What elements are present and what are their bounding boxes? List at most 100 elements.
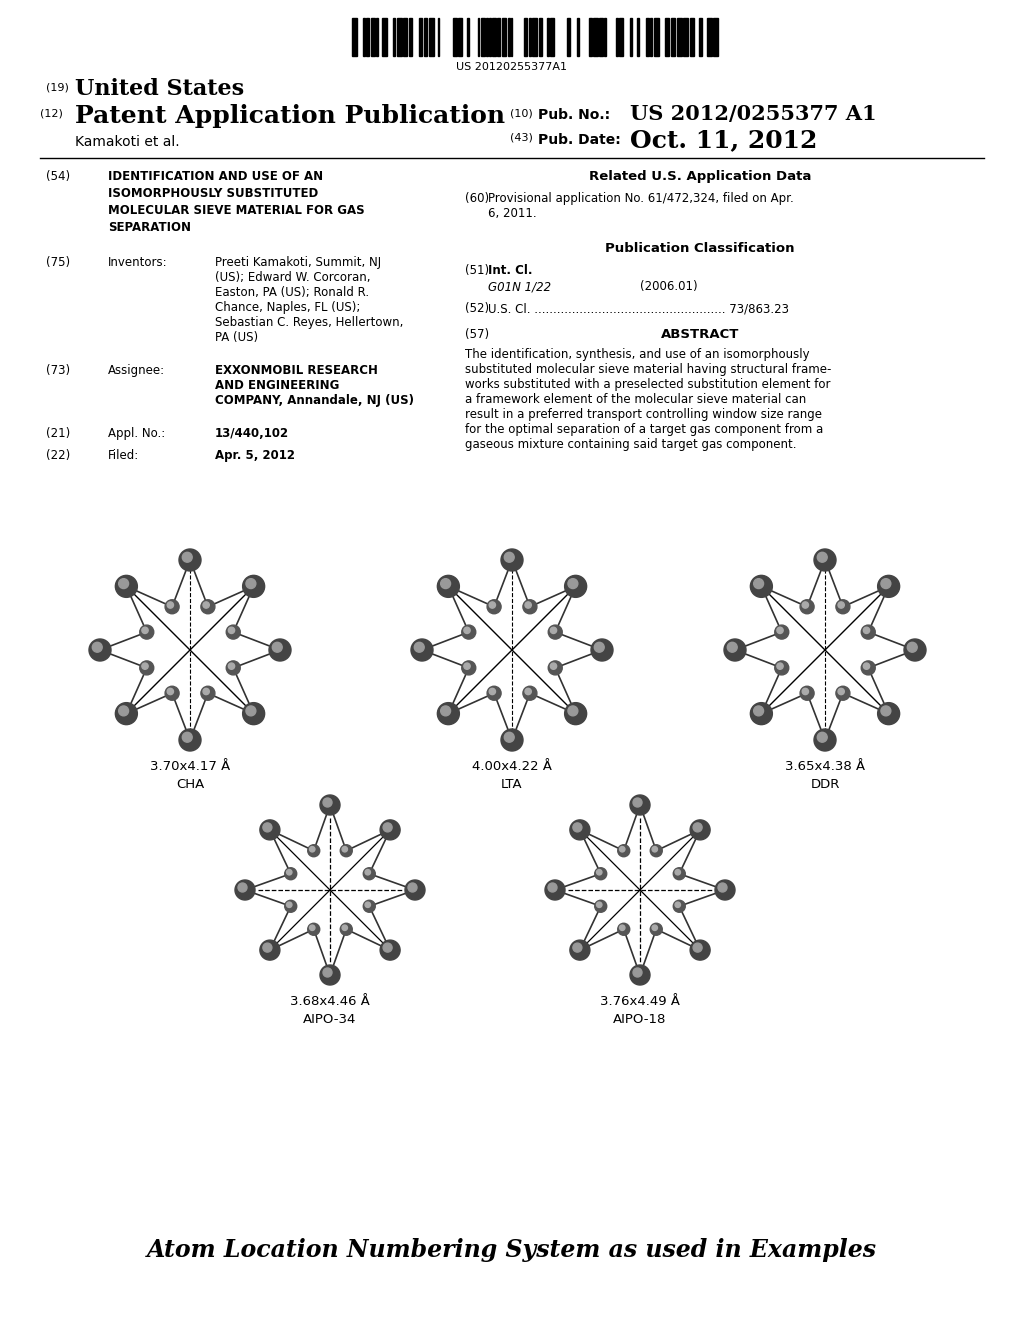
Text: Patent Application Publication: Patent Application Publication [75,104,505,128]
Text: works substituted with a preselected substitution element for: works substituted with a preselected sub… [465,378,830,391]
Circle shape [366,870,371,875]
Text: AIPO-18: AIPO-18 [613,1012,667,1026]
Text: Atom Location Numbering System as used in Examples: Atom Location Numbering System as used i… [147,1238,877,1262]
Circle shape [139,661,154,675]
Circle shape [690,820,710,840]
Text: (21): (21) [46,426,71,440]
Circle shape [119,578,129,589]
Text: (2006.01): (2006.01) [640,280,697,293]
Bar [529,18,531,55]
Circle shape [775,661,788,675]
Text: US 20120255377A1: US 20120255377A1 [457,62,567,73]
Circle shape [234,880,255,900]
Circle shape [693,822,702,832]
Circle shape [861,661,876,675]
Bar [409,18,412,55]
Text: PA (US): PA (US) [215,331,258,345]
Circle shape [383,942,392,952]
Circle shape [501,729,523,751]
Circle shape [504,733,514,742]
Bar [502,18,506,55]
Text: 4.00x4.22 Å: 4.00x4.22 Å [472,760,552,774]
Circle shape [380,820,400,840]
Circle shape [366,902,371,907]
Text: (60): (60) [465,191,489,205]
Circle shape [323,799,332,807]
Circle shape [564,576,587,598]
Circle shape [597,870,602,875]
Circle shape [139,626,154,639]
Circle shape [340,923,352,936]
Text: 3.68x4.46 Å: 3.68x4.46 Å [290,995,370,1008]
Bar [362,18,365,55]
Circle shape [287,902,292,907]
Text: G01N 1/22: G01N 1/22 [488,280,551,293]
Bar [486,18,487,55]
Circle shape [285,867,297,879]
Circle shape [548,626,562,639]
Circle shape [260,820,280,840]
Text: 13/440,102: 13/440,102 [215,426,289,440]
Circle shape [754,706,764,715]
Circle shape [863,663,869,669]
Text: Related U.S. Application Data: Related U.S. Application Data [589,170,811,183]
Bar [690,18,694,55]
Circle shape [617,845,630,857]
Text: Oct. 11, 2012: Oct. 11, 2012 [630,128,817,152]
Circle shape [165,599,179,614]
Text: gaseous mixture containing said target gas component.: gaseous mixture containing said target g… [465,438,797,451]
Circle shape [440,578,451,589]
Text: (19): (19) [46,82,69,92]
Circle shape [568,578,578,589]
Bar [593,18,597,55]
Circle shape [550,627,557,634]
Circle shape [545,880,565,900]
Bar [665,18,669,55]
Bar [653,18,658,55]
Bar [352,18,357,55]
Circle shape [673,900,685,912]
Circle shape [675,902,681,907]
Circle shape [364,867,375,879]
Circle shape [489,602,496,609]
Circle shape [715,880,735,900]
Bar [419,18,422,55]
Circle shape [724,639,746,661]
Text: Inventors:: Inventors: [108,256,168,269]
Circle shape [243,576,264,598]
Bar [630,18,632,55]
Text: (52): (52) [465,302,489,315]
Circle shape [777,627,783,634]
Circle shape [595,900,607,912]
Text: Assignee:: Assignee: [108,364,165,378]
Text: (43): (43) [510,133,532,143]
Bar [599,18,603,55]
Circle shape [718,883,727,892]
Circle shape [287,870,292,875]
Text: Provisional application No. 61/472,324, filed on Apr.: Provisional application No. 61/472,324, … [488,191,794,205]
Circle shape [572,822,582,832]
Circle shape [675,870,681,875]
Circle shape [269,639,291,661]
Circle shape [309,846,315,851]
Bar [589,18,592,55]
Text: (73): (73) [46,364,70,378]
Bar [567,18,570,55]
Text: Kamakoti et al.: Kamakoti et al. [75,135,179,149]
Bar [511,18,512,55]
Circle shape [861,626,876,639]
Circle shape [408,883,417,892]
Circle shape [201,686,215,700]
Bar [707,18,712,55]
Text: Int. Cl.: Int. Cl. [488,264,532,277]
Circle shape [802,688,809,694]
Text: (10): (10) [510,108,532,117]
Circle shape [525,602,531,609]
Circle shape [570,820,590,840]
Bar [489,18,490,55]
Circle shape [92,643,102,652]
Circle shape [550,663,557,669]
Circle shape [754,578,764,589]
Bar [677,18,682,55]
Circle shape [673,867,685,879]
